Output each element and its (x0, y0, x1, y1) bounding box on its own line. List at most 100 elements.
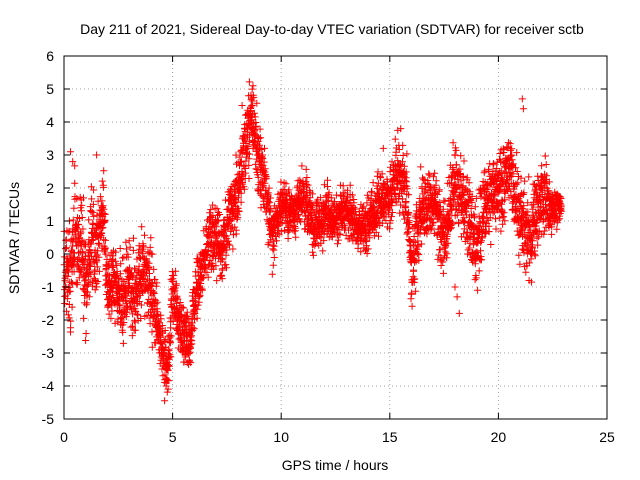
data-point (324, 197, 332, 205)
data-point (357, 248, 365, 256)
data-point (98, 197, 106, 205)
data-point (432, 189, 440, 197)
data-point (227, 225, 235, 233)
data-point (99, 181, 107, 189)
data-point (129, 246, 137, 254)
data-point (503, 187, 511, 195)
data-point (131, 318, 139, 326)
data-point (441, 197, 449, 205)
data-point (428, 215, 436, 223)
data-point (443, 230, 451, 238)
data-point (465, 233, 473, 241)
data-point (309, 248, 317, 256)
data-point (266, 194, 274, 202)
data-point (172, 280, 180, 288)
data-point (378, 208, 386, 216)
data-point (102, 250, 110, 258)
data-point (465, 244, 473, 252)
data-point (439, 255, 447, 263)
y-tick-label: -1 (42, 279, 55, 295)
data-point (122, 238, 130, 246)
data-point (467, 221, 475, 229)
data-point (100, 210, 108, 217)
data-point (129, 322, 136, 330)
data-point (156, 333, 164, 341)
data-point (453, 293, 461, 301)
data-point (93, 263, 101, 271)
data-point (477, 193, 485, 201)
data-point (384, 207, 392, 215)
y-tick-label: -4 (42, 378, 55, 394)
data-point (401, 177, 409, 185)
data-point (269, 241, 277, 249)
data-point (87, 263, 94, 270)
data-point (240, 163, 248, 171)
data-point (513, 149, 521, 157)
data-point (261, 144, 268, 152)
data-point (248, 116, 256, 124)
data-point (339, 182, 347, 190)
data-point (255, 135, 263, 142)
data-point (217, 227, 225, 235)
data-point (295, 216, 303, 224)
data-point (540, 230, 548, 238)
data-point (316, 232, 324, 240)
data-point (525, 173, 533, 181)
data-point (533, 234, 541, 242)
data-point (78, 254, 86, 262)
data-point (74, 258, 82, 265)
x-tick-label: 5 (169, 429, 177, 445)
data-point (119, 328, 127, 336)
data-point (123, 308, 131, 316)
data-point (396, 209, 404, 217)
data-point (193, 305, 201, 313)
data-point (187, 359, 195, 367)
data-point (240, 185, 248, 193)
chart-title: Day 211 of 2021, Sidereal Day-to-day VTE… (80, 21, 584, 37)
data-point (167, 332, 175, 340)
data-point (238, 168, 246, 176)
data-point (236, 153, 244, 161)
data-point (480, 219, 488, 227)
data-point (545, 178, 553, 186)
data-point (298, 162, 306, 170)
data-point (496, 169, 504, 177)
data-point (87, 208, 95, 215)
data-point (461, 217, 469, 225)
data-point (316, 194, 324, 202)
data-point (388, 213, 395, 221)
data-point (270, 254, 278, 261)
data-point (421, 196, 429, 204)
data-point (520, 189, 528, 197)
data-point (487, 241, 495, 248)
data-point (78, 214, 86, 221)
data-point (430, 173, 437, 181)
data-point (112, 257, 120, 265)
data-point (96, 193, 104, 201)
data-point (556, 215, 564, 223)
data-point (521, 177, 529, 185)
data-point (522, 268, 530, 276)
y-tick-label: 1 (46, 213, 54, 229)
data-point (516, 260, 524, 268)
data-point (258, 162, 266, 170)
data-point (82, 337, 90, 344)
data-point (250, 109, 258, 117)
data-point (119, 339, 127, 347)
data-point (62, 245, 69, 253)
data-point (452, 188, 460, 196)
data-point (282, 180, 290, 188)
data-point (68, 280, 76, 287)
data-point (388, 158, 396, 166)
data-point (281, 191, 289, 199)
data-point (191, 297, 199, 305)
data-point (224, 237, 232, 245)
data-point (408, 289, 416, 297)
data-point (223, 246, 231, 254)
data-point (436, 246, 444, 254)
data-point (162, 344, 170, 351)
data-point (445, 210, 453, 218)
data-point (212, 262, 220, 270)
data-point (120, 319, 128, 326)
data-point (457, 152, 465, 160)
